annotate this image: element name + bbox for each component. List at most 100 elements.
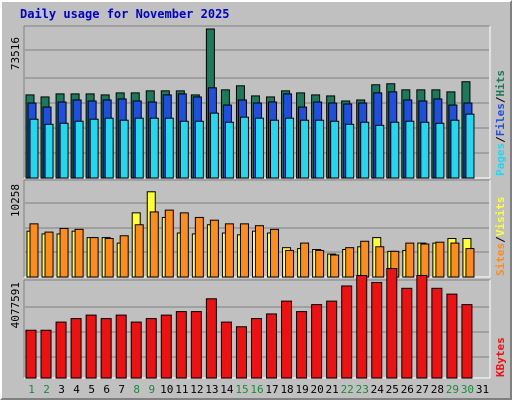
day-label-13: 13	[205, 383, 218, 396]
kbytes-bar-day-7	[115, 314, 127, 379]
pages-bar-day-18	[285, 117, 295, 179]
sites-bar-day-19	[300, 242, 310, 278]
day-label-16: 16	[250, 383, 263, 396]
day-label-21: 21	[326, 383, 339, 396]
day-label-8: 8	[133, 383, 140, 396]
kbytes-bar-day-22	[341, 285, 353, 379]
day-label-18: 18	[280, 383, 293, 396]
kbytes-bar-day-2	[40, 329, 52, 379]
kbytes-bar-day-4	[70, 318, 82, 379]
legend-separator: /	[494, 136, 507, 143]
day-label-26: 26	[401, 383, 414, 396]
sites-bar-day-3	[59, 227, 69, 278]
sites-bar-day-16	[254, 225, 264, 278]
sites-bar-day-26	[405, 242, 415, 278]
legend-kbytes: KBytes	[494, 337, 507, 377]
pages-bar-day-29	[450, 119, 460, 179]
kbytes-bar-day-13	[205, 298, 217, 379]
kbytes-bar-day-5	[85, 314, 97, 379]
sites-bar-day-22	[345, 247, 355, 278]
pages-bar-day-8	[134, 117, 144, 179]
pages-bar-day-2	[44, 123, 54, 179]
day-label-22: 22	[341, 383, 354, 396]
pages-bar-day-28	[435, 122, 445, 179]
sites-bar-day-23	[360, 240, 370, 278]
kbytes-bar-day-30	[461, 304, 473, 379]
day-label-7: 7	[118, 383, 125, 396]
kbytes-bar-day-16	[250, 318, 262, 379]
sites-bar-day-21	[330, 254, 340, 278]
day-label-19: 19	[295, 383, 308, 396]
y-max-label-hits-files-pages: 73516	[9, 37, 22, 70]
kbytes-bar-day-14	[220, 321, 232, 379]
sites-bar-day-7	[119, 235, 129, 278]
kbytes-bar-day-23	[356, 274, 368, 379]
sites-bar-day-9	[149, 211, 159, 278]
pages-bar-day-14	[224, 121, 234, 179]
day-label-5: 5	[88, 383, 95, 396]
day-label-31: 31	[476, 383, 489, 396]
sites-bar-day-24	[375, 246, 385, 278]
pages-bar-day-23	[360, 121, 370, 179]
sites-bar-day-27	[420, 243, 430, 278]
axis-label-visits-sites: Sites/Visits	[494, 197, 507, 277]
sites-bar-day-4	[74, 228, 84, 278]
chart-title: Daily usage for November 2025	[20, 7, 230, 21]
sites-bar-day-18	[285, 249, 295, 278]
day-label-24: 24	[371, 383, 385, 396]
pages-bar-day-9	[149, 117, 159, 179]
pages-bar-day-13	[209, 112, 219, 179]
day-label-25: 25	[386, 383, 399, 396]
kbytes-bar-day-20	[311, 304, 323, 379]
legend-visits: Visits	[494, 197, 507, 237]
kbytes-bar-day-10	[160, 314, 172, 379]
kbytes-bar-day-18	[281, 300, 293, 379]
kbytes-bar-day-28	[431, 287, 443, 379]
pages-bar-day-20	[315, 119, 325, 179]
sites-bar-day-11	[179, 212, 189, 278]
kbytes-bar-day-24	[371, 281, 383, 379]
axis-label-hits-files-pages: Pages/Files/Hits	[494, 70, 507, 176]
y-max-label-visits-sites: 10258	[9, 184, 22, 217]
axis-label-kbytes: KBytes	[494, 337, 507, 377]
day-label-12: 12	[190, 383, 203, 396]
day-label-14: 14	[220, 383, 234, 396]
legend-hits: Hits	[494, 70, 507, 97]
legend-separator: /	[494, 236, 507, 243]
kbytes-bar-day-12	[190, 311, 202, 379]
kbytes-bar-day-9	[145, 318, 157, 379]
pages-bar-day-30	[465, 113, 475, 179]
day-label-10: 10	[160, 383, 173, 396]
day-label-6: 6	[103, 383, 110, 396]
sites-bar-day-6	[104, 238, 114, 278]
legend-files: Files	[494, 103, 507, 136]
sites-bar-day-8	[134, 224, 144, 278]
pages-bar-day-25	[390, 121, 400, 179]
sites-bar-day-14	[224, 223, 234, 278]
kbytes-bar-day-26	[401, 287, 413, 379]
day-label-30: 30	[461, 383, 474, 396]
pages-bar-day-3	[59, 122, 69, 179]
kbytes-bar-day-27	[416, 274, 428, 379]
sites-bar-day-20	[315, 249, 325, 278]
pages-bar-day-4	[74, 120, 84, 179]
kbytes-bar-day-3	[55, 321, 67, 379]
kbytes-bar-day-17	[266, 313, 278, 379]
pages-bar-day-15	[239, 116, 249, 179]
legend-sites: Sites	[494, 243, 507, 276]
pages-bar-day-1	[29, 118, 39, 179]
pages-bar-day-12	[194, 120, 204, 179]
day-label-28: 28	[431, 383, 444, 396]
day-label-23: 23	[356, 383, 369, 396]
pages-bar-day-11	[179, 120, 189, 179]
day-label-15: 15	[235, 383, 248, 396]
sites-bar-day-5	[89, 237, 99, 278]
sites-bar-day-13	[209, 219, 219, 278]
day-label-3: 3	[58, 383, 65, 396]
pages-bar-day-10	[164, 117, 174, 179]
kbytes-bar-day-11	[175, 311, 187, 379]
sites-bar-day-12	[194, 216, 204, 278]
pages-bar-day-5	[89, 118, 99, 179]
sites-bar-day-15	[239, 223, 249, 278]
legend-separator: /	[494, 96, 507, 103]
